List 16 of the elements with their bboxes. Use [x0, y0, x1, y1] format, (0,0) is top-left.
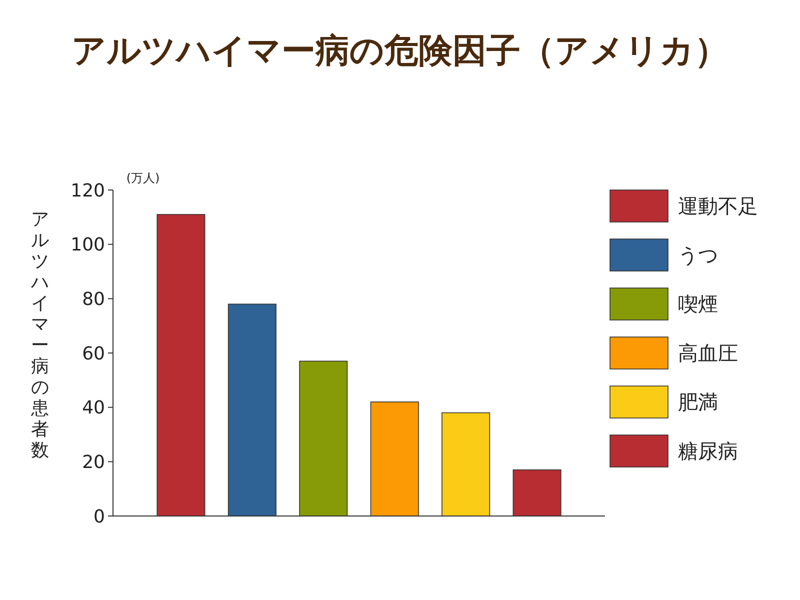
legend-label: うつ: [678, 243, 718, 267]
y-tick-label: 0: [94, 506, 105, 528]
chart-title: アルツハイマー病の危険因子（アメリカ）: [72, 31, 728, 71]
y-tick-label: 20: [82, 452, 105, 473]
y-tick-label: 120: [70, 180, 105, 202]
legend-label: 高血圧: [678, 341, 738, 365]
y-tick-label: 40: [82, 398, 105, 419]
text: (万人): [126, 171, 160, 185]
legend-label: 肥満: [678, 390, 718, 414]
legend-label: 糖尿病: [678, 439, 738, 463]
legend-label: 喫煙: [678, 292, 718, 316]
legend-label: 運動不足: [678, 194, 758, 218]
y-tick-label: 60: [82, 343, 105, 364]
text: アルツハイマー病の患者数: [31, 209, 49, 461]
y-tick-label: 80: [82, 288, 105, 310]
y-tick-label: 100: [70, 234, 105, 256]
